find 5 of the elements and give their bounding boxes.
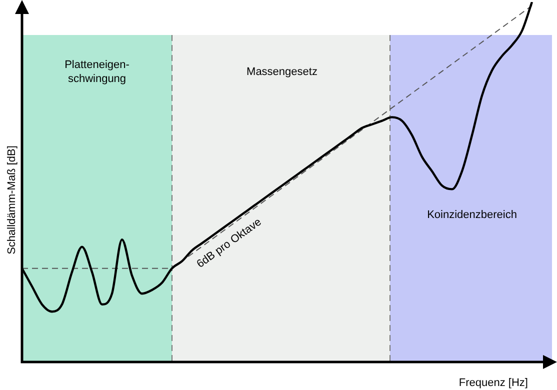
annotation: Massengesetz [246, 66, 318, 78]
x-axis-title: Frequenz [Hz] [458, 377, 528, 389]
y-axis-title: Schalldämm-Maß [dB] [6, 146, 18, 254]
annotation: Platteneigen- schwingung [64, 59, 130, 86]
annotation: Koinzidenzbereich [427, 209, 517, 222]
